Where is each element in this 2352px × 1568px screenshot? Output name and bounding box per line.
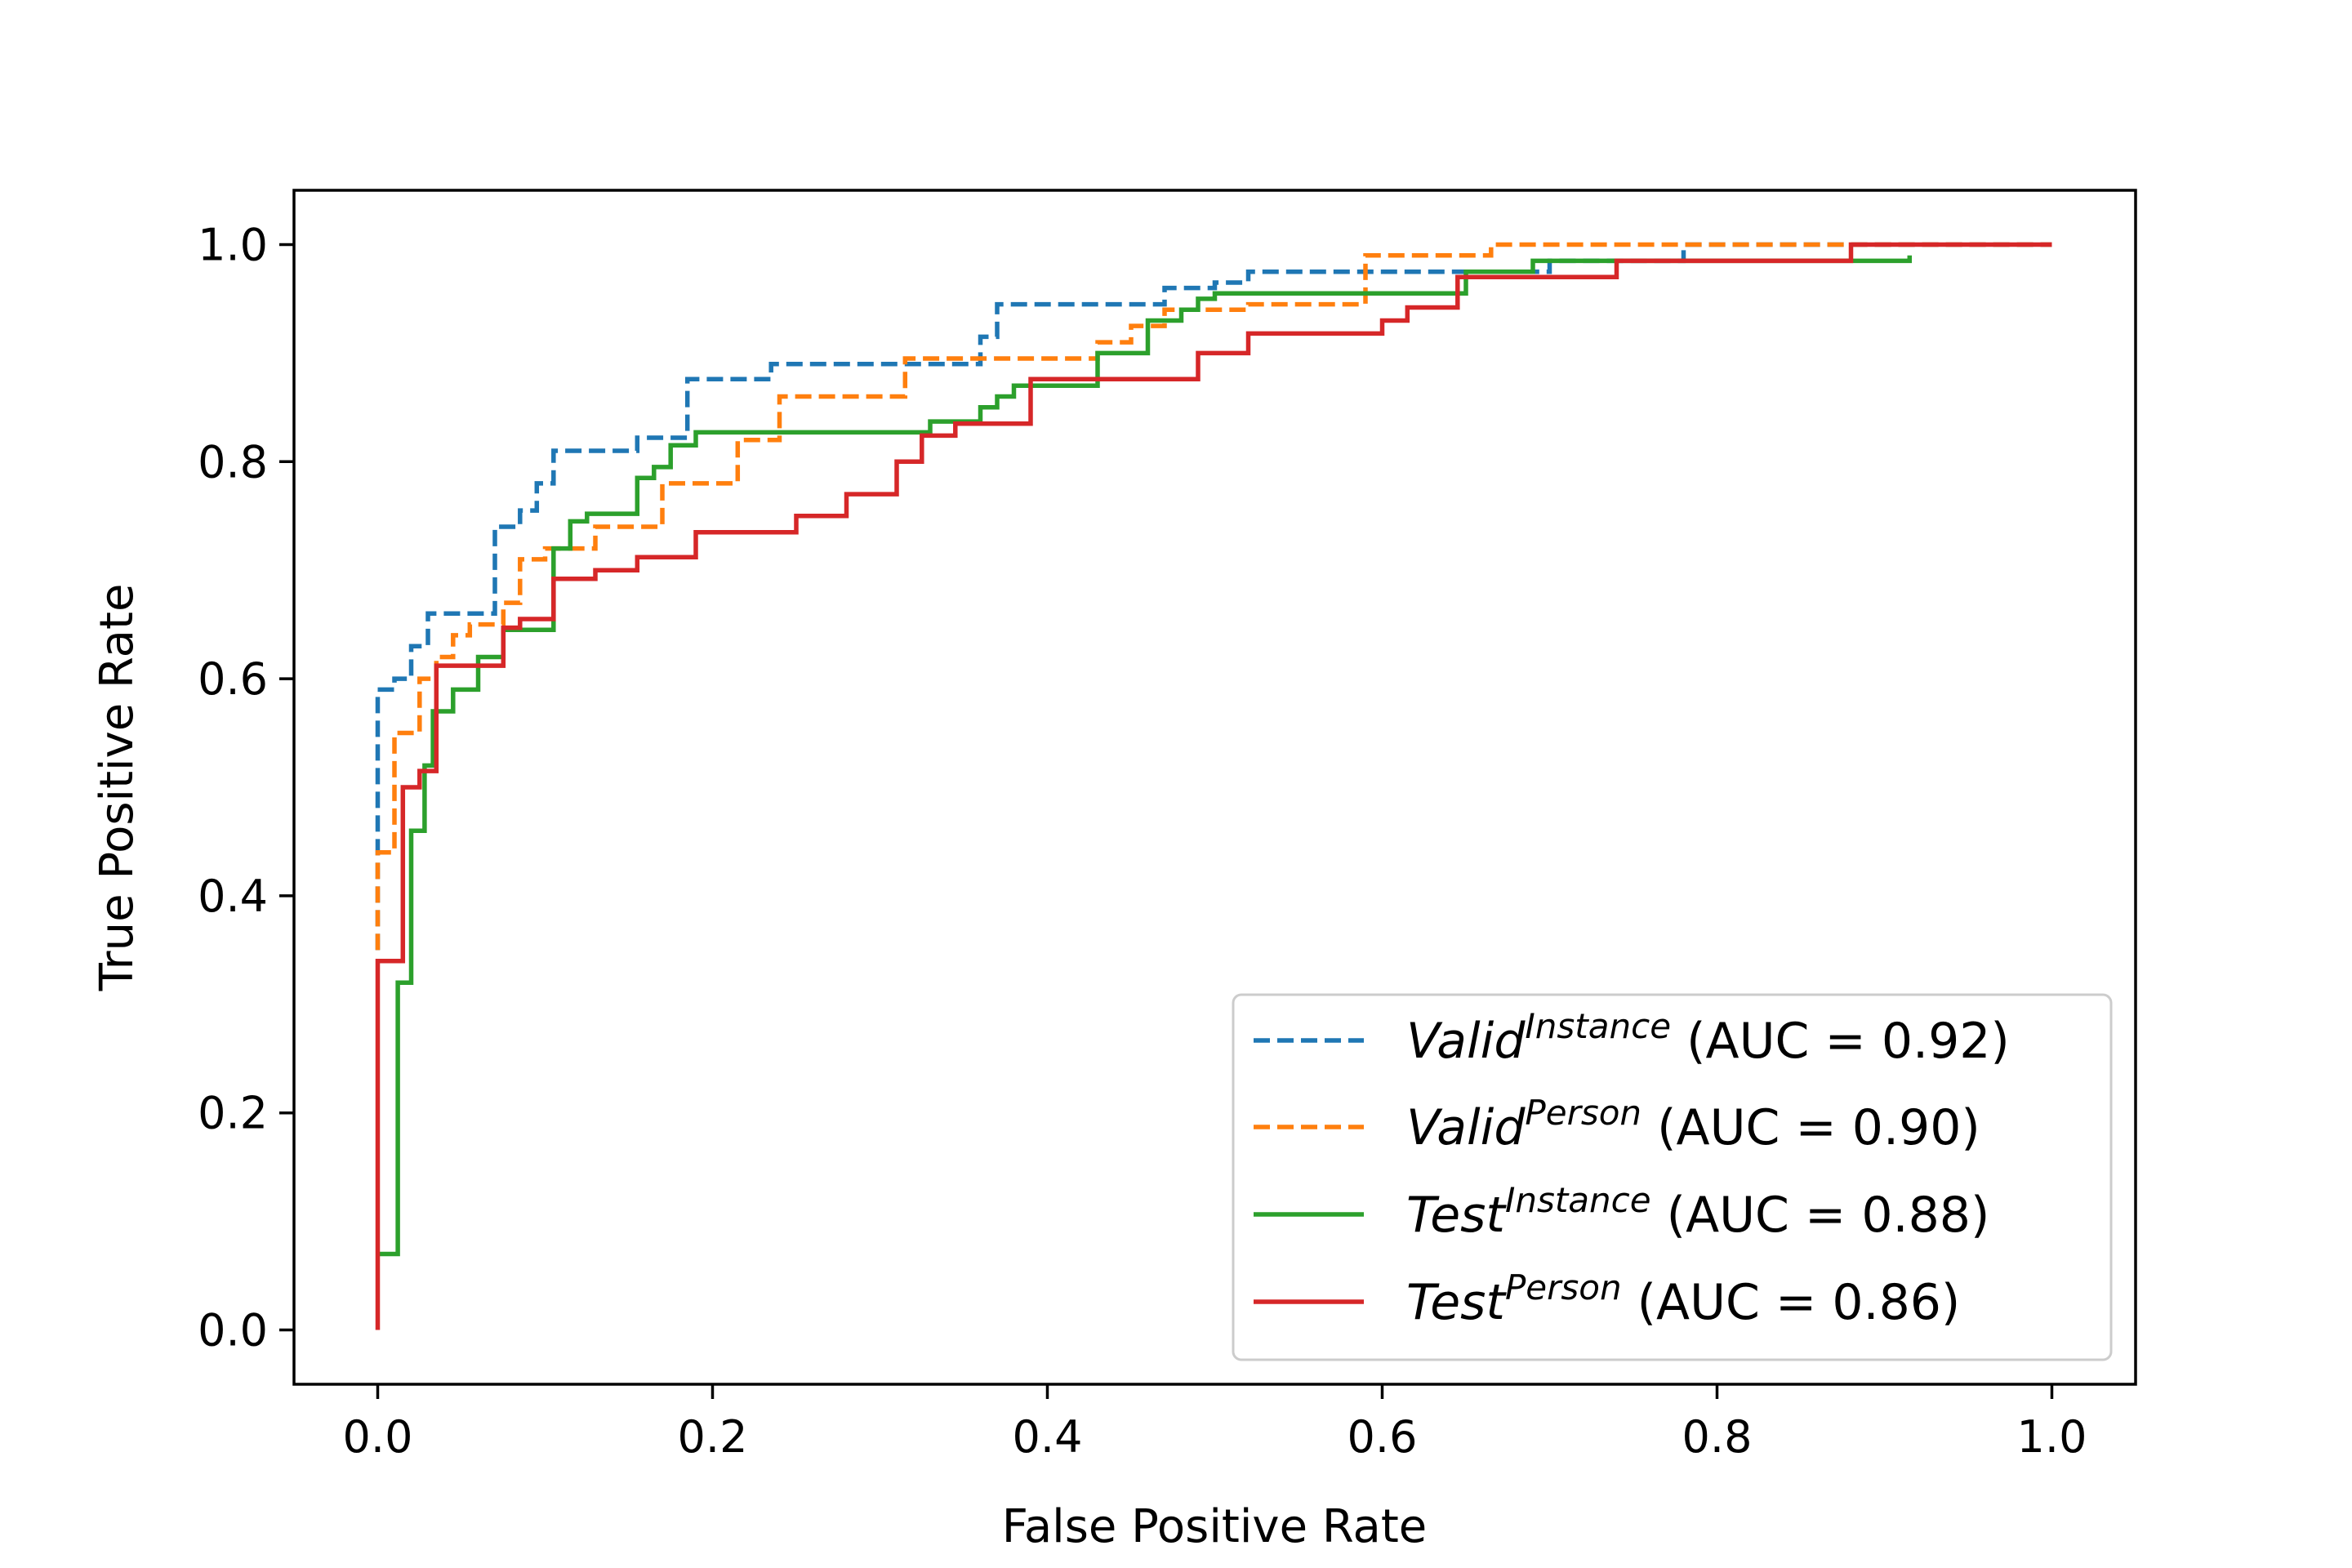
legend-label-test-instance: TestInstance (AUC = 0.88): [1406, 1180, 1989, 1244]
legend: ValidInstance (AUC = 0.92) ValidPerson (A…: [1232, 993, 2113, 1361]
legend-label-valid-person: ValidPerson (AUC = 0.90): [1406, 1093, 1980, 1156]
y-tick-label: 1.0: [198, 219, 268, 270]
legend-box: [1232, 993, 2113, 1361]
y-tick-label: 0.2: [198, 1088, 268, 1139]
y-tick-label: 0.6: [198, 653, 268, 705]
y-tick-label: 0.4: [198, 871, 268, 922]
x-tick-label: 0.8: [1682, 1411, 1753, 1463]
x-tick-label: 0.2: [678, 1411, 748, 1463]
y-axis-ticks: 0.0 0.2 0.4 0.6 0.8 1.0: [198, 219, 294, 1356]
y-tick-label: 0.0: [198, 1305, 268, 1356]
y-axis-label: True Positive Rate: [91, 584, 144, 992]
legend-label-valid-instance: ValidInstance (AUC = 0.92): [1406, 1006, 2010, 1070]
x-axis-label: False Positive Rate: [1002, 1500, 1427, 1553]
x-tick-label: 0.4: [1013, 1411, 1083, 1463]
x-tick-label: 0.6: [1348, 1411, 1418, 1463]
y-tick-label: 0.8: [198, 436, 268, 488]
x-tick-label: 0.0: [343, 1411, 413, 1463]
plot-frame: [292, 189, 2137, 1386]
series-line-test-instance: [377, 255, 1913, 1257]
series-layer: [375, 242, 2052, 1330]
x-axis-ticks: 0.0 0.2 0.4 0.6 0.8 1.0: [343, 1384, 2087, 1463]
legend-label-test-person: TestPerson (AUC = 0.86): [1406, 1267, 1960, 1331]
x-tick-label: 1.0: [2017, 1411, 2087, 1463]
series-line-test-person: [375, 242, 2052, 1330]
